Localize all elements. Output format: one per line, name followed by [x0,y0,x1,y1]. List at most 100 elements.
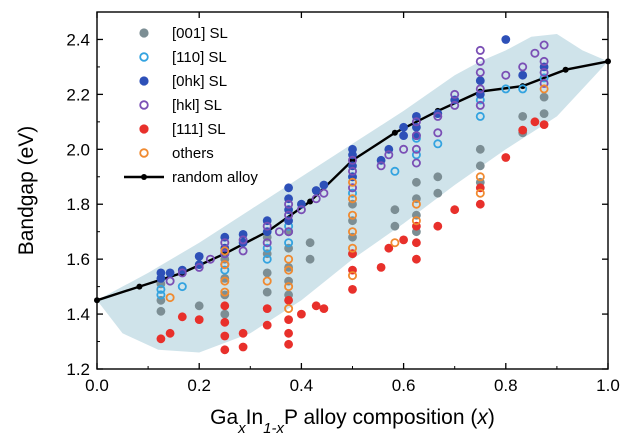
data-point [156,284,166,294]
data-point [475,56,485,66]
data-point [194,301,204,311]
data-point [177,268,187,278]
data-point [475,144,485,154]
data-point [376,161,386,171]
data-point [501,35,511,44]
data-point [284,295,293,305]
data-point [518,112,528,121]
data-point [319,188,329,198]
data-point [347,166,357,176]
data-point [475,172,485,182]
data-point [475,199,485,209]
y-tick-label: 1.8 [66,195,90,214]
data-point [194,262,204,272]
x-axis-title-part: x [237,420,246,437]
data-point [433,128,443,138]
x-axis-title-part: 1-x [263,420,284,437]
y-tick-label: 1.2 [66,360,90,379]
data-point [156,334,166,344]
data-point [347,210,357,220]
data-point [238,235,248,245]
data-point [262,238,272,248]
data-point [262,254,272,264]
data-point [450,100,460,110]
random-alloy-marker [136,283,143,290]
legend-label-random-alloy: random alloy [172,169,258,186]
data-point [450,205,460,215]
data-point [165,276,175,286]
data-point [539,120,549,129]
data-point [165,268,175,278]
data-point [518,84,528,94]
legend-marker-110-sl [139,52,149,62]
data-point [399,122,408,132]
data-point [347,188,357,198]
x-tick-label: 0.2 [187,376,211,395]
data-point [238,246,248,256]
legend-label-0hk-sl: [0hk] SL [172,73,227,90]
data-point [412,177,421,187]
data-point [220,246,230,256]
data-point [475,76,485,86]
x-axis-title-part: Ga [210,406,238,429]
data-point [220,287,230,297]
data-point [539,84,549,94]
data-point [384,243,394,253]
data-point [475,84,485,94]
data-point [165,328,175,338]
series-others [165,84,549,314]
data-point [390,166,400,176]
data-point [284,282,294,292]
x-tick-label: 1.0 [596,376,620,395]
data-point [347,194,357,204]
data-point [501,70,511,80]
data-point [220,309,230,319]
data-point [177,312,187,322]
data-point [194,315,204,324]
x-axis-title: GaxIn1-xP alloy composition (x) [210,406,495,437]
data-point [262,287,272,297]
legend-marker-hkl-sl [139,100,149,110]
data-point [220,345,230,355]
axes-layer: 0.0 0.2 0.4 0.6 0.8 1.0 1.2 1.4 1.6 1.8 2.0 2.2 2.4 B… [15,12,620,437]
y-tick-label: 1.6 [66,250,90,269]
data-point [411,216,421,226]
data-point [284,315,293,324]
data-point [220,317,230,327]
legend-label-001-sl: [001] SL [172,25,228,42]
data-point [156,290,166,300]
data-point [433,188,443,198]
data-points-layer [156,35,549,355]
data-point [194,252,204,261]
data-point [311,186,321,195]
data-point [238,328,248,338]
data-point [530,48,540,58]
data-point [347,183,357,193]
data-point [411,199,421,209]
x-tick-label: 0.6 [392,376,416,395]
data-point [384,150,394,160]
data-point [284,254,294,264]
data-point [433,221,443,231]
random-alloy-marker [562,66,569,73]
data-point [376,263,386,272]
legend: [001] SL [110] SL [0hk] SL [hkl] SL [111] SL… [124,25,258,186]
data-point [475,111,485,121]
data-point [539,109,549,118]
data-point [347,243,357,253]
data-point [177,282,187,292]
data-point [475,67,485,77]
x-tick-label: 0.4 [290,376,314,395]
y-tick-label: 2.0 [66,140,90,159]
data-point [319,180,329,190]
data-point [347,155,357,165]
data-point [220,301,230,311]
data-point [205,254,215,264]
data-point [284,210,294,220]
data-point [305,254,315,264]
y-tick-label: 2.4 [66,30,90,49]
data-point [411,117,421,127]
data-point [156,268,166,278]
data-point [412,254,421,264]
data-point [262,304,272,313]
